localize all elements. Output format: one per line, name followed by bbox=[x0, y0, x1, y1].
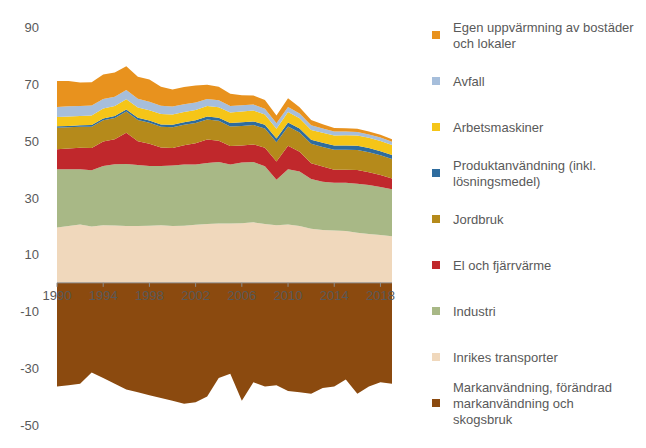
x-tick bbox=[149, 283, 150, 287]
x-tick-label: 1994 bbox=[89, 288, 118, 303]
legend-label: Inrikes transporter bbox=[453, 350, 558, 365]
area-series bbox=[57, 222, 392, 283]
x-tick-label: 2010 bbox=[274, 288, 303, 303]
x-tick-label: 1998 bbox=[135, 288, 164, 303]
y-tick-label: 70 bbox=[25, 77, 39, 92]
area-series bbox=[57, 66, 392, 142]
legend-swatch bbox=[432, 261, 440, 269]
legend-swatch bbox=[432, 215, 440, 223]
y-tick-label: -10 bbox=[20, 304, 39, 319]
legend-swatch bbox=[432, 399, 440, 407]
legend-label: El och fjärrvärme bbox=[453, 258, 551, 273]
plot-area bbox=[57, 66, 392, 403]
legend-label: Industri bbox=[453, 304, 496, 319]
x-tick bbox=[195, 283, 196, 287]
legend-swatch bbox=[432, 307, 440, 315]
x-tick bbox=[380, 283, 381, 287]
x-tick bbox=[241, 283, 242, 287]
x-tick-label: 1990 bbox=[43, 288, 72, 303]
legend-label: Egen uppvärmning av bostäderoch lokaler bbox=[453, 20, 634, 51]
x-tick bbox=[288, 283, 289, 287]
x-tick-label: 2006 bbox=[227, 288, 256, 303]
x-tick bbox=[334, 283, 335, 287]
legend-label: Markanvändning, förändradmarkanvändning … bbox=[453, 380, 612, 427]
x-tick bbox=[57, 283, 58, 287]
x-tick-label: 2014 bbox=[320, 288, 349, 303]
y-tick-label: -50 bbox=[20, 418, 39, 433]
legend-label: Produktanvändning (inkl.lösningsmedel) bbox=[453, 158, 596, 189]
legend-swatch bbox=[432, 123, 440, 131]
chart: 1990 1994 1998 2002 2006 2010 2014 2018 90 70 50 30… bbox=[0, 0, 646, 448]
y-tick-label: 50 bbox=[25, 134, 39, 149]
y-tick-label: -30 bbox=[20, 361, 39, 376]
x-tick-label: 2002 bbox=[181, 288, 210, 303]
legend-label: Jordbruk bbox=[453, 212, 504, 227]
legend-swatch bbox=[432, 353, 440, 361]
legend-swatch bbox=[432, 31, 440, 39]
y-tick-label: 10 bbox=[25, 247, 39, 262]
x-axis-line bbox=[57, 282, 392, 283]
legend-swatch bbox=[432, 169, 440, 177]
y-tick-label: 30 bbox=[25, 191, 39, 206]
y-tick-label: 90 bbox=[25, 20, 39, 35]
area-series bbox=[57, 283, 392, 404]
x-tick-label: 2018 bbox=[366, 288, 395, 303]
x-tick bbox=[103, 283, 104, 287]
legend-swatch bbox=[432, 77, 440, 85]
legend-label: Arbetsmaskiner bbox=[453, 120, 544, 135]
legend-label: Avfall bbox=[453, 74, 485, 89]
legend: Egen uppvärmning av bostäderoch lokaler A… bbox=[432, 20, 634, 427]
